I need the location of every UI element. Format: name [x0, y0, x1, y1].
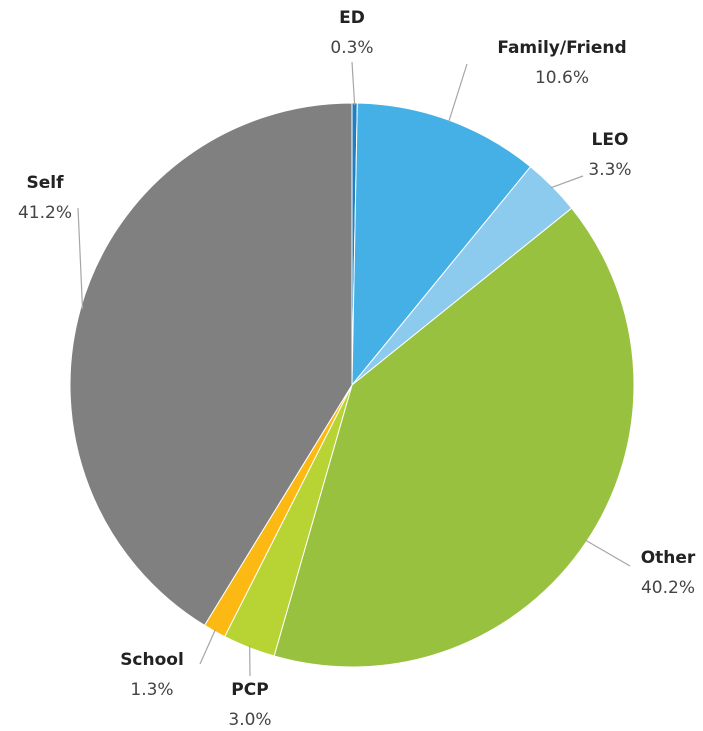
- slice-label: Self: [27, 173, 65, 193]
- slice-label: LEO: [592, 130, 629, 150]
- leader-line: [199, 629, 216, 665]
- slice-value: 40.2%: [641, 578, 695, 598]
- slice-value: 3.3%: [588, 160, 631, 180]
- slice-value: 41.2%: [18, 203, 72, 223]
- slice-label: Other: [641, 548, 696, 568]
- leader-line: [77, 207, 84, 309]
- slice-value: 3.0%: [228, 710, 271, 730]
- slice-value: 0.3%: [330, 38, 373, 58]
- slice-value: 1.3%: [130, 680, 173, 700]
- slice-label: School: [120, 650, 184, 670]
- pie-slice: [69, 102, 353, 627]
- leader-line: [351, 61, 356, 106]
- slice-label: Family/Friend: [497, 38, 626, 58]
- slice-label: ED: [339, 8, 365, 28]
- leader-line: [584, 539, 631, 567]
- leader-line: [550, 175, 584, 189]
- slice-label: PCP: [231, 680, 268, 700]
- slice-value: 10.6%: [535, 68, 589, 88]
- leader-line: [448, 63, 468, 123]
